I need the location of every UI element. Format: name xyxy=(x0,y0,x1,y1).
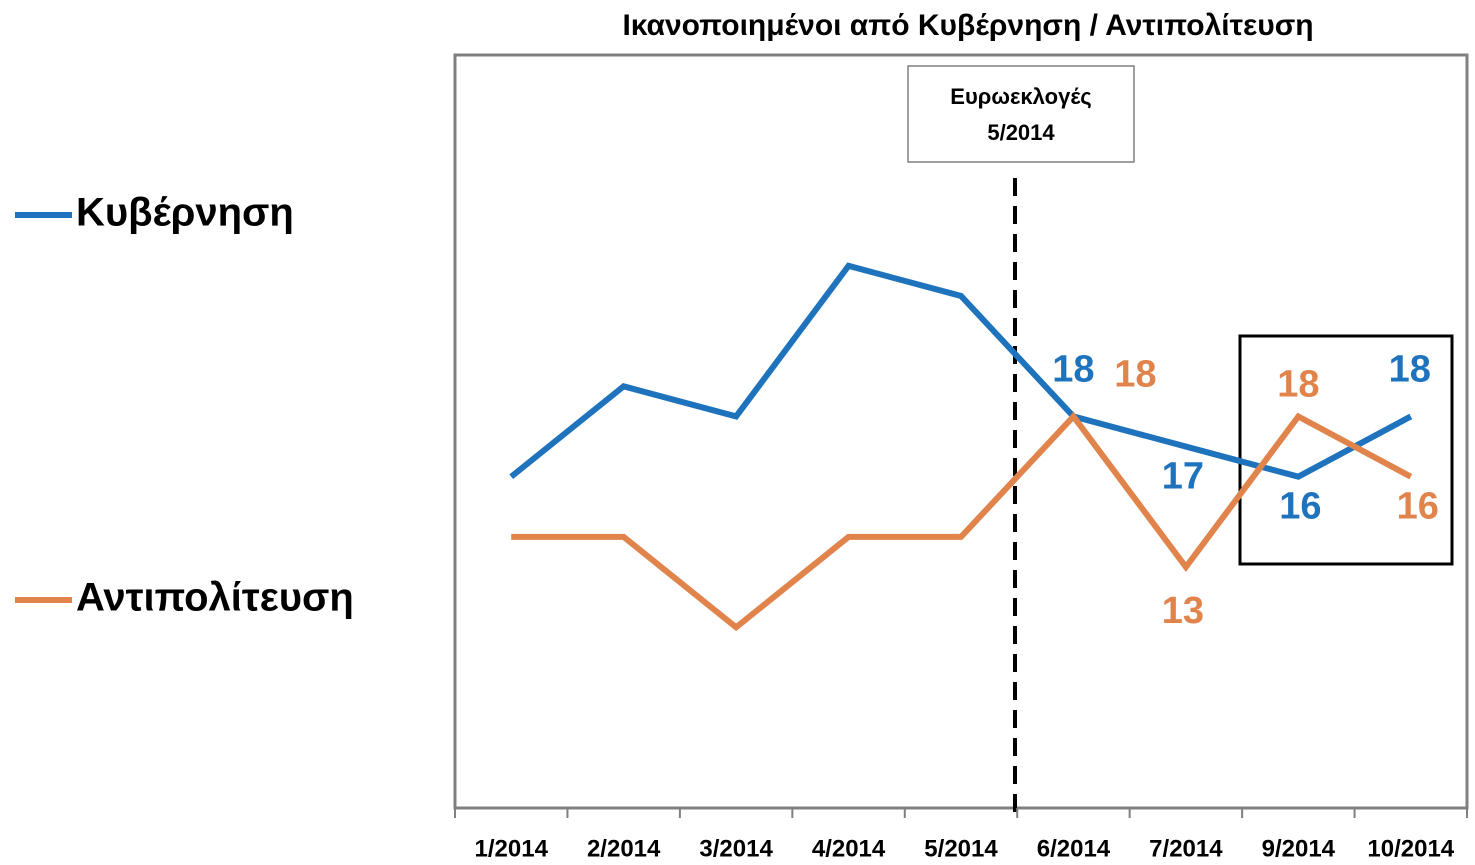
annotation: Ευρωεκλογές xyxy=(950,84,1091,109)
legend-label: Αντιπολίτευση xyxy=(76,576,354,620)
data-label: 18 xyxy=(1277,363,1319,405)
data-label: 16 xyxy=(1279,486,1321,528)
annotation: 5/2014 xyxy=(987,120,1055,145)
data-label: 17 xyxy=(1162,456,1204,498)
series-line xyxy=(511,411,1413,632)
x-tick-label: 4/2014 xyxy=(812,835,886,862)
data-label: 16 xyxy=(1397,486,1439,528)
x-tick-label: 3/2014 xyxy=(699,835,773,862)
annotation-box xyxy=(907,65,1135,163)
chart-title: Ικανοποιημένοι από Κυβέρνηση / Αντιπολίτ… xyxy=(622,9,1313,42)
data-label: 18 xyxy=(1114,353,1156,395)
legend-label: Κυβέρνηση xyxy=(76,191,294,235)
highlight-box xyxy=(1238,334,1454,566)
x-tick-label: 1/2014 xyxy=(475,835,549,862)
x-tick-label: 6/2014 xyxy=(1037,835,1111,862)
data-label: 18 xyxy=(1389,348,1431,390)
x-tick-label: 7/2014 xyxy=(1149,835,1223,862)
x-tick-label: 2/2014 xyxy=(587,835,661,862)
x-tick-label: 10/2014 xyxy=(1367,835,1454,862)
x-tick-label: 9/2014 xyxy=(1262,835,1336,862)
data-label: 18 xyxy=(1052,348,1094,390)
x-tick-label: 5/2014 xyxy=(924,835,998,862)
plot-frame xyxy=(453,53,1469,810)
data-label: 13 xyxy=(1162,590,1204,632)
